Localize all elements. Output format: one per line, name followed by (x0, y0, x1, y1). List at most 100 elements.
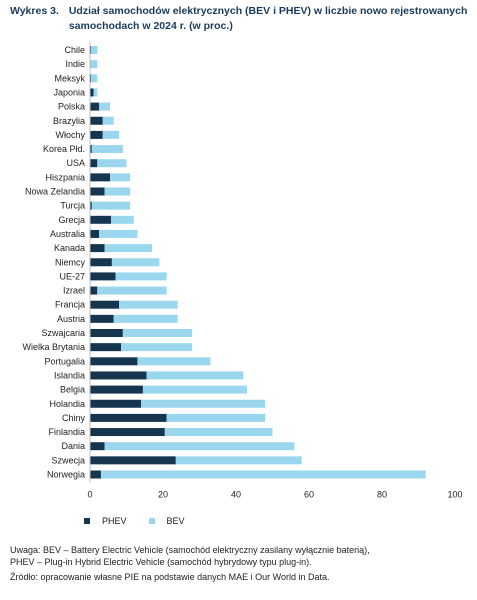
bar-bev (111, 215, 134, 224)
category-labels: Chile Indie Meksyk Japonia Polska Brazylia Wło… (22, 45, 85, 480)
bar-phev (90, 130, 103, 139)
legend-swatch-bev (148, 518, 155, 524)
x-tick-label: 60 (304, 490, 314, 500)
category-label: Indie (65, 59, 85, 69)
x-tick-label: 0 (87, 490, 92, 500)
category-label: Brazylia (53, 116, 85, 126)
legend-item-bev: BEV (148, 516, 185, 526)
bar-phev (90, 286, 98, 295)
bar-phev (90, 371, 147, 380)
bar-bev (115, 272, 167, 281)
bar-phev (90, 102, 100, 111)
x-tick-label: 80 (377, 490, 387, 500)
bar-bev (142, 385, 247, 394)
legend-swatch-phev (84, 518, 90, 524)
chart-title: Udział samochodów elektrycznych (BEV i P… (68, 5, 468, 32)
note-line-1: Uwaga: BEV – Battery Electric Vehicle (s… (10, 545, 370, 555)
bar-phev (90, 244, 105, 253)
bar-bev (121, 343, 193, 352)
bar-bev (104, 442, 295, 451)
category-label: Grecja (58, 215, 85, 225)
chart-header: Wykres 3. Udział samochodów elektrycznyc… (10, 4, 470, 34)
category-label: Belgia (60, 385, 85, 395)
bar-bev (104, 244, 153, 253)
category-label: Chiny (62, 413, 86, 423)
bar-bev (93, 88, 98, 97)
bar-phev (90, 399, 142, 408)
category-label: Kanada (54, 243, 85, 253)
bar-phev (90, 74, 92, 83)
category-label: Dania (61, 441, 85, 451)
bar-phev (90, 456, 176, 465)
bar-phev (90, 187, 105, 196)
x-axis: 0 20 40 60 80 100 (87, 42, 463, 500)
bar-bev (175, 456, 302, 465)
legend-label-phev: PHEV (102, 516, 127, 526)
legend-item-phev: PHEV (84, 516, 127, 526)
category-label: Turcja (60, 201, 85, 211)
x-tick-label: 40 (231, 490, 241, 500)
bar-bev (164, 428, 273, 437)
category-label: UE-27 (59, 271, 85, 281)
bar-bev (90, 60, 98, 69)
bar-phev (90, 442, 105, 451)
bar-bev (102, 116, 114, 125)
category-label: Szwecja (51, 455, 85, 465)
bar-bev (100, 470, 426, 479)
bar-phev (90, 145, 92, 154)
bar-phev (90, 46, 92, 54)
bar-bev (91, 145, 123, 154)
bar-phev (90, 385, 143, 394)
bar-phev (90, 272, 116, 281)
note-line-2: PHEV – Plug-in Hybrid Electric Vehicle (… (10, 557, 312, 567)
bar-phev (90, 329, 123, 337)
category-label: Nowa Zelandia (25, 187, 85, 197)
bar-phev (90, 173, 111, 182)
category-label: Holandia (49, 399, 85, 409)
bar-bev (146, 371, 244, 380)
bar-bev (91, 74, 98, 83)
bar-bev (97, 159, 127, 168)
legend: PHEV BEV (84, 516, 207, 526)
category-label: Hiszpania (45, 172, 85, 182)
category-label: Chile (64, 45, 85, 55)
category-label: Wielka Brytania (22, 342, 85, 352)
bar-phev (90, 300, 120, 309)
legend-label-bev: BEV (166, 516, 185, 526)
bar-chart: Chile Indie Meksyk Japonia Polska Brazylia Wło… (22, 42, 463, 500)
bar-phev (90, 229, 100, 238)
category-label: Szwajcaria (41, 328, 85, 338)
category-label: Islandia (54, 370, 85, 380)
bar-bev (122, 329, 193, 337)
category-label: USA (66, 158, 85, 168)
bar-phev (90, 357, 138, 366)
bar-bev (102, 130, 120, 139)
bar-bev (99, 229, 138, 238)
category-label: Korea Płd. (43, 144, 85, 154)
bar-bev (97, 286, 167, 295)
bar-bev (91, 46, 98, 54)
bar-phev (90, 413, 167, 422)
bar-bev (111, 258, 160, 267)
bar-phev (90, 116, 103, 125)
category-label: Meksyk (54, 73, 85, 83)
category-label: Izrael (63, 286, 85, 296)
category-label: Japonia (53, 87, 85, 97)
category-label: Niemcy (55, 257, 86, 267)
bar-bev (137, 357, 211, 366)
source-note: Źródło: opracowanie własne PIE na podsta… (10, 572, 330, 582)
bar-phev (90, 314, 114, 323)
bar-phev (90, 470, 101, 479)
bar-phev (90, 88, 94, 97)
bar-bev (119, 300, 178, 309)
bar-bev (104, 187, 131, 196)
bar-phev (90, 258, 112, 267)
category-label: Włochy (55, 130, 85, 140)
bars (90, 46, 426, 479)
bar-phev (90, 343, 122, 352)
category-label: Polska (58, 102, 85, 112)
category-label: Portugalia (44, 356, 85, 366)
bar-bev (110, 173, 131, 182)
x-tick-label: 100 (447, 490, 462, 500)
bar-bev (99, 102, 111, 111)
